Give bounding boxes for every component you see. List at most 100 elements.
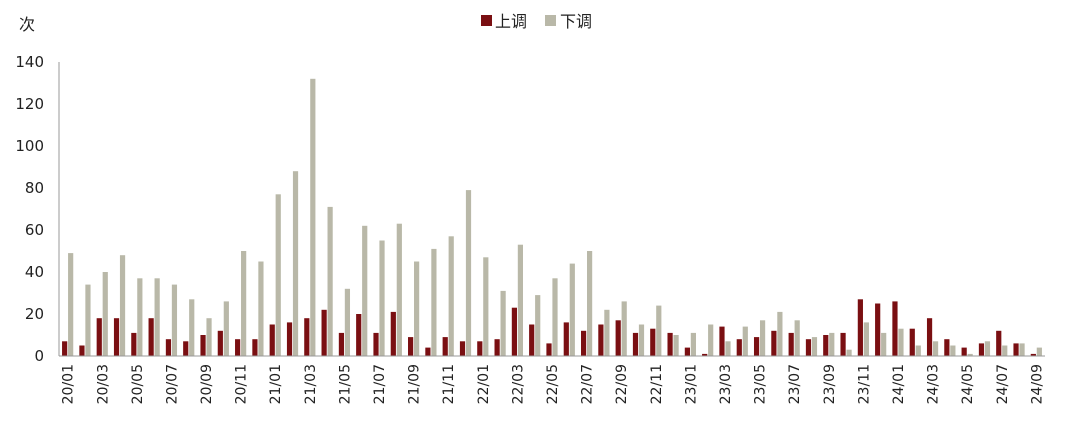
x-tick-label: 24/09 xyxy=(1029,364,1045,404)
bar-down xyxy=(881,332,887,356)
x-tick-label: 21/09 xyxy=(407,364,423,404)
bar-up xyxy=(615,320,621,356)
bars xyxy=(62,78,1042,357)
bar-up xyxy=(753,337,760,356)
bar-down xyxy=(690,332,696,356)
bar-down xyxy=(621,301,627,356)
y-tick-label: 80 xyxy=(25,179,44,197)
x-tick-label: 22/09 xyxy=(614,364,630,404)
bar-down xyxy=(552,278,558,356)
bar-up xyxy=(235,339,241,356)
bar-down xyxy=(604,309,610,356)
bar-up xyxy=(286,322,293,356)
bar-up xyxy=(529,324,535,356)
bar-up xyxy=(581,330,587,356)
bar-up xyxy=(390,311,396,356)
x-tick-label: 23/09 xyxy=(822,364,838,404)
bar-up xyxy=(1030,353,1036,356)
bar-up xyxy=(840,332,846,356)
bar-down xyxy=(638,324,645,356)
legend-label-down: 下调 xyxy=(560,12,592,31)
bar-down xyxy=(500,290,506,356)
bar-down xyxy=(1002,345,1008,356)
bar-down xyxy=(846,349,852,356)
x-tick-label: 24/07 xyxy=(995,364,1011,404)
bar-up xyxy=(667,332,673,356)
x-tick-label: 20/01 xyxy=(61,364,77,404)
y-tick-label: 140 xyxy=(15,53,44,71)
bar-down xyxy=(189,299,195,356)
x-tick-label: 24/03 xyxy=(926,364,942,404)
y-axis-ticks: 0 20 40 60 80 100 120 140 xyxy=(15,53,44,365)
bar-up xyxy=(892,301,898,356)
bar-up xyxy=(875,303,881,356)
legend: 上调 下调 xyxy=(481,12,592,31)
bar-up xyxy=(944,339,950,356)
x-tick-label: 22/01 xyxy=(476,364,492,404)
bar-up xyxy=(269,324,275,356)
bar-down xyxy=(431,248,437,356)
bar-down xyxy=(967,353,973,356)
bar-up xyxy=(684,347,690,356)
bar-up xyxy=(511,307,517,356)
bar-up xyxy=(62,341,68,356)
bar-down xyxy=(119,255,126,356)
bar-up xyxy=(304,318,310,356)
bar-down xyxy=(275,194,281,356)
y-tick-label: 100 xyxy=(15,137,44,155)
x-tick-label: 21/01 xyxy=(268,364,284,404)
bar-down xyxy=(863,322,869,356)
bar-down xyxy=(656,305,662,356)
x-axis-ticks: 20/01 20/03 20/05 20/07 20/09 20/11 21/01 21/03… xyxy=(61,364,1046,404)
bar-up xyxy=(702,353,708,356)
bar-up xyxy=(909,328,915,356)
bar-down xyxy=(448,236,454,356)
x-tick-label: 23/11 xyxy=(856,364,872,404)
x-tick-label: 21/11 xyxy=(441,364,457,404)
bar-up xyxy=(978,343,985,356)
bar-up xyxy=(477,341,483,356)
bar-down xyxy=(223,301,229,356)
bar-down xyxy=(379,240,385,356)
bar-up xyxy=(113,318,120,356)
bar-down xyxy=(742,326,748,356)
y-tick-label: 120 xyxy=(15,95,44,113)
bar-up xyxy=(546,343,552,356)
x-tick-label: 24/05 xyxy=(960,364,976,404)
x-tick-label: 20/11 xyxy=(234,364,250,404)
x-tick-label: 21/03 xyxy=(303,364,319,404)
bar-up xyxy=(598,324,604,356)
bar-down xyxy=(483,257,489,356)
axes xyxy=(58,62,1045,357)
y-tick-label: 40 xyxy=(25,263,44,281)
bar-down xyxy=(171,284,178,356)
bar-down xyxy=(725,341,731,356)
bar-down xyxy=(258,261,264,356)
bar-up xyxy=(96,318,102,356)
bar-down xyxy=(777,311,783,356)
bar-up xyxy=(338,332,345,356)
bar-down xyxy=(241,251,247,356)
x-tick-label: 20/07 xyxy=(164,364,180,404)
bar-down xyxy=(673,335,679,356)
x-tick-label: 22/03 xyxy=(510,364,526,404)
bar-up xyxy=(563,322,569,356)
bar-down xyxy=(794,320,800,356)
bar-down xyxy=(327,206,333,356)
bar-down xyxy=(85,284,91,356)
bar-down xyxy=(708,324,714,356)
bar-up xyxy=(823,335,829,356)
y-tick-label: 60 xyxy=(25,221,44,239)
legend-swatch-up xyxy=(481,15,492,26)
bar-down xyxy=(829,332,835,356)
bar-up xyxy=(459,341,466,356)
bar-up xyxy=(632,332,639,356)
bar-up xyxy=(650,328,656,356)
bar-down xyxy=(915,345,921,356)
bar-down xyxy=(811,337,818,356)
bar-up xyxy=(131,332,137,356)
bar-down xyxy=(1019,343,1025,356)
x-tick-label: 20/05 xyxy=(130,364,146,404)
bar-up xyxy=(408,337,414,356)
